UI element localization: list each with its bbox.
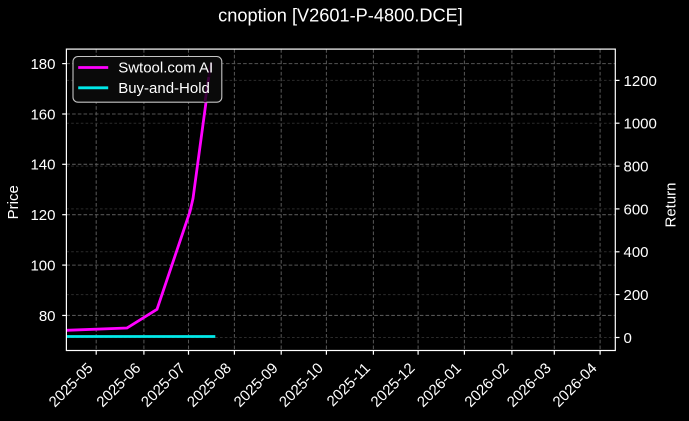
- svg-text:2026-03: 2026-03: [504, 360, 555, 411]
- svg-text:1000: 1000: [624, 116, 657, 133]
- svg-text:1200: 1200: [624, 73, 657, 90]
- svg-text:160: 160: [30, 106, 55, 123]
- svg-text:200: 200: [624, 287, 649, 304]
- svg-text:600: 600: [624, 201, 649, 218]
- svg-text:400: 400: [624, 244, 649, 261]
- svg-text:2025-12: 2025-12: [368, 360, 419, 411]
- svg-text:2026-02: 2026-02: [461, 360, 512, 411]
- svg-text:800: 800: [624, 159, 649, 176]
- svg-text:80: 80: [39, 308, 56, 325]
- svg-text:Price: Price: [5, 185, 22, 219]
- svg-text:Return: Return: [663, 182, 680, 227]
- svg-text:180: 180: [30, 56, 55, 73]
- svg-text:Buy-and-Hold: Buy-and-Hold: [118, 80, 210, 97]
- svg-text:2025-10: 2025-10: [276, 360, 327, 411]
- svg-text:Swtool.com AI: Swtool.com AI: [118, 60, 213, 77]
- svg-text:2025-09: 2025-09: [231, 360, 282, 411]
- svg-text:2025-05: 2025-05: [46, 360, 97, 411]
- svg-text:140: 140: [30, 157, 55, 174]
- svg-text:120: 120: [30, 207, 55, 224]
- svg-text:2025-07: 2025-07: [138, 360, 189, 411]
- svg-text:2026-01: 2026-01: [414, 360, 465, 411]
- svg-text:2026-04: 2026-04: [550, 360, 601, 411]
- svg-text:100: 100: [30, 258, 55, 275]
- svg-text:2025-08: 2025-08: [184, 360, 235, 411]
- svg-text:2025-06: 2025-06: [93, 360, 144, 411]
- svg-text:0: 0: [624, 330, 632, 347]
- svg-text:cnoption [V2601-P-4800.DCE]: cnoption [V2601-P-4800.DCE]: [218, 6, 463, 26]
- svg-text:2025-11: 2025-11: [324, 360, 374, 410]
